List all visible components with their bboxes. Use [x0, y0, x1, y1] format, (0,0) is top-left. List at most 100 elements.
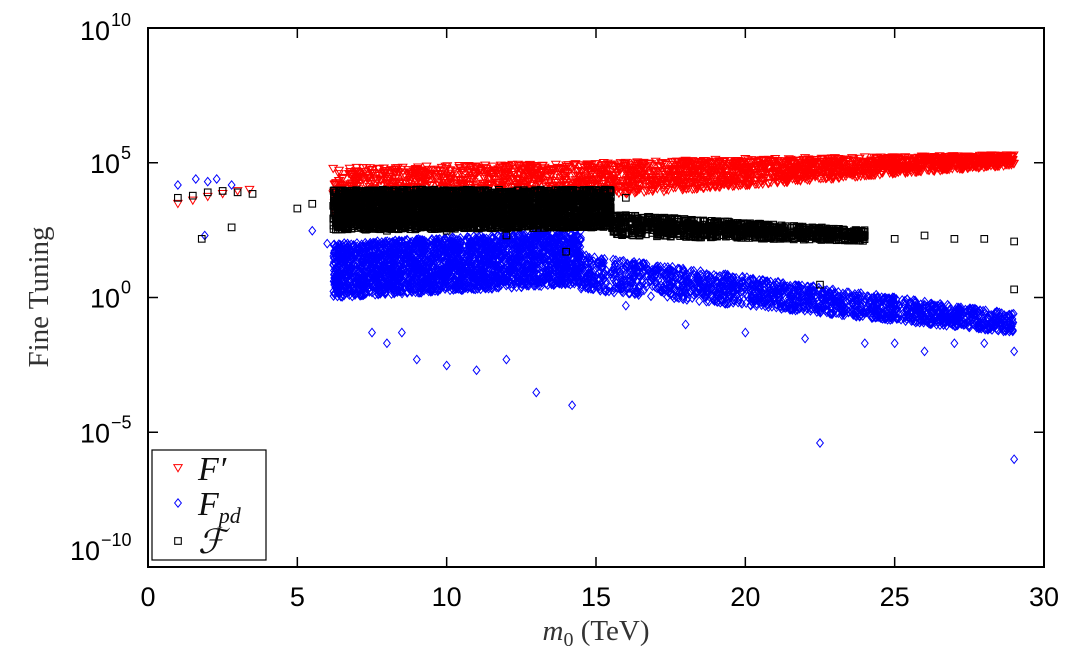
data-point	[886, 158, 897, 168]
data-point	[1006, 152, 1017, 161]
data-point	[904, 163, 915, 173]
data-point	[527, 168, 538, 178]
data-point	[643, 182, 654, 192]
data-point	[515, 176, 526, 186]
data-point	[187, 196, 198, 206]
data-point	[584, 180, 595, 189]
data-point	[480, 172, 491, 182]
data-point	[892, 167, 903, 176]
data-point	[617, 183, 628, 192]
data-point	[610, 171, 621, 181]
data-point	[520, 161, 531, 171]
data-point	[518, 166, 529, 175]
data-point	[750, 162, 762, 172]
data-point	[675, 167, 686, 176]
data-point	[544, 166, 555, 175]
data-point	[990, 159, 1001, 168]
data-point	[607, 166, 618, 175]
data-point	[661, 185, 672, 195]
data-point	[501, 163, 512, 173]
data-point	[893, 164, 904, 174]
data-point	[580, 167, 591, 177]
data-point	[901, 157, 912, 166]
data-point	[766, 178, 777, 188]
data-point	[459, 176, 470, 185]
data-point	[630, 171, 641, 181]
data-point	[825, 166, 837, 175]
chart-marks	[172, 151, 1020, 465]
data-point	[531, 174, 543, 184]
data-point	[785, 168, 796, 178]
data-point	[390, 167, 401, 177]
data-point	[463, 162, 474, 171]
data-point	[446, 169, 457, 179]
data-point	[923, 158, 934, 168]
data-point	[634, 181, 645, 191]
data-point	[690, 173, 701, 182]
data-point	[763, 163, 774, 173]
data-point	[560, 168, 571, 178]
data-point	[351, 163, 362, 173]
data-point	[354, 171, 365, 181]
data-point	[828, 163, 839, 173]
data-point	[698, 157, 709, 166]
data-point	[539, 168, 550, 178]
data-point	[810, 171, 821, 181]
data-point	[577, 161, 588, 170]
data-point	[783, 157, 794, 167]
data-point	[502, 173, 513, 183]
data-point	[575, 162, 586, 172]
data-point	[373, 164, 384, 174]
data-point	[427, 173, 438, 182]
data-point	[424, 171, 436, 181]
data-point	[463, 181, 474, 191]
data-point	[859, 153, 870, 163]
data-point	[479, 181, 490, 191]
data-point	[965, 155, 976, 164]
data-point	[875, 153, 886, 163]
data-point	[961, 159, 972, 169]
data-point	[467, 176, 478, 186]
data-point	[777, 176, 788, 185]
data-point	[637, 176, 648, 185]
data-point	[368, 177, 379, 186]
data-point	[552, 163, 563, 173]
data-point	[892, 158, 904, 168]
data-point	[751, 176, 762, 185]
data-point	[675, 177, 686, 187]
data-point	[639, 188, 650, 197]
data-point	[464, 166, 475, 175]
data-point	[976, 157, 987, 167]
data-point	[452, 182, 463, 192]
data-point	[361, 174, 372, 184]
data-point	[513, 163, 524, 173]
data-point	[693, 165, 704, 175]
data-point	[881, 161, 893, 170]
data-point	[570, 171, 581, 181]
data-point	[598, 179, 609, 189]
data-point	[435, 169, 447, 179]
data-point	[202, 192, 213, 202]
data-point	[471, 180, 482, 190]
data-point	[570, 179, 581, 189]
data-point	[620, 158, 631, 168]
data-point	[670, 158, 681, 168]
data-point	[672, 165, 683, 175]
data-point	[410, 169, 421, 179]
data-point	[471, 164, 482, 174]
data-point	[827, 171, 839, 180]
data-point	[652, 185, 663, 194]
data-point	[947, 164, 958, 174]
data-point	[693, 168, 704, 177]
data-point	[440, 181, 451, 190]
data-point	[744, 158, 755, 168]
data-point	[709, 182, 720, 191]
data-point	[737, 180, 748, 189]
data-point	[686, 168, 697, 177]
data-point	[756, 160, 768, 170]
data-point	[569, 161, 580, 170]
data-point	[398, 173, 409, 183]
data-point	[488, 176, 499, 185]
data-point	[815, 167, 826, 177]
data-point	[378, 164, 389, 174]
